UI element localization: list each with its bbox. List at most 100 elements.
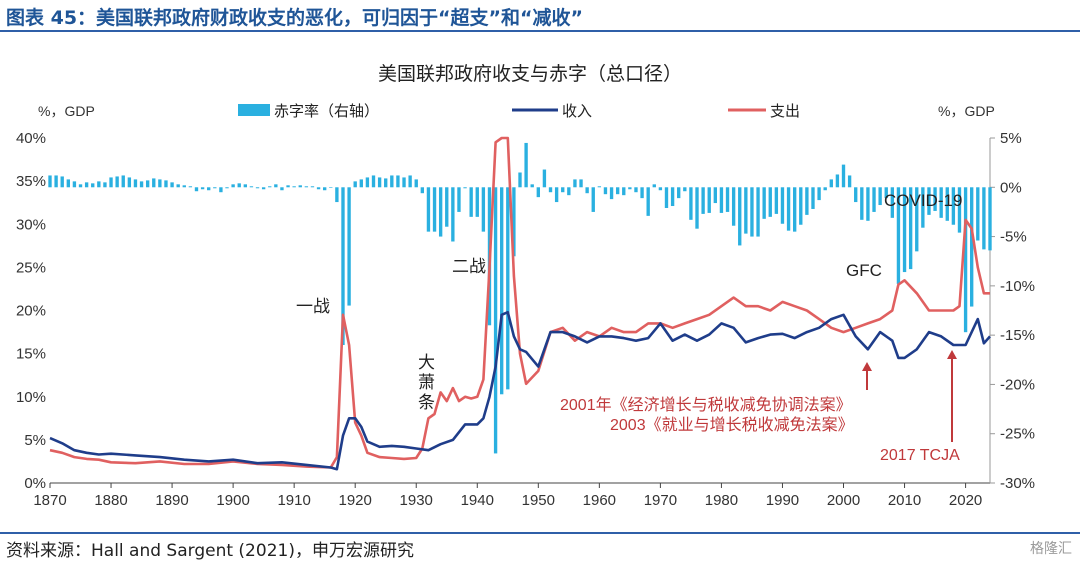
deficit-bar [274, 184, 278, 188]
deficit-bar [622, 187, 626, 196]
x-tick-label: 1970 [644, 492, 677, 509]
deficit-bar [677, 187, 681, 199]
annotation-egtrra: 2001年《经济增长与税收减免协调法案》 [560, 396, 852, 414]
deficit-bar [60, 176, 64, 188]
deficit-bar [933, 187, 937, 211]
deficit-bar [329, 187, 333, 188]
annotation-jgtrra: 2003《就业与增长税收减免法案》 [610, 416, 854, 434]
deficit-bar [786, 187, 791, 231]
right-tick-label: -5% [1000, 229, 1027, 246]
deficit-bar [799, 187, 803, 225]
left-tick-label: 40% [16, 130, 46, 147]
deficit-bar [573, 179, 577, 188]
legend-label-revenue: 收入 [562, 103, 592, 120]
legend-label-deficit: 赤字率（右轴） [274, 103, 379, 120]
deficit-bar [72, 181, 77, 188]
deficit-bar [536, 187, 540, 198]
title-rule [0, 30, 1080, 32]
deficit-bar [445, 187, 449, 227]
annotation-great-depression-char: 萧 [418, 373, 435, 392]
deficit-bar [878, 187, 882, 206]
x-tick-label: 1960 [583, 492, 616, 509]
deficit-bar [829, 179, 833, 188]
deficit-bar [567, 187, 571, 196]
left-tick-label: 20% [16, 303, 46, 320]
deficit-bar [640, 187, 644, 199]
right-tick-label: -30% [1000, 475, 1035, 492]
x-tick-label: 1990 [766, 492, 799, 509]
deficit-bar [115, 176, 119, 188]
legend-label-spending: 支出 [770, 103, 800, 120]
left-tick-label: 10% [16, 389, 46, 406]
deficit-bar [939, 187, 943, 218]
deficit-bar [970, 187, 974, 307]
deficit-bar [609, 187, 614, 200]
right-tick-label: 0% [1000, 179, 1022, 196]
left-tick-label: 15% [16, 346, 46, 363]
deficit-bar [646, 187, 650, 216]
deficit-bar [976, 187, 980, 241]
deficit-bar [854, 187, 858, 203]
deficit-bar [768, 187, 772, 217]
deficit-bar [896, 187, 901, 284]
deficit-bar [542, 169, 547, 188]
deficit-bar [652, 184, 656, 188]
deficit-bar [927, 187, 931, 215]
x-tick-label: 2010 [888, 492, 921, 509]
deficit-bar [731, 187, 736, 226]
deficit-bar [170, 182, 174, 188]
deficit-bar [268, 186, 272, 188]
watermark: 格隆汇 [1030, 541, 1072, 557]
deficit-bar [670, 187, 675, 207]
deficit-bar [469, 187, 473, 217]
x-tick-label: 1950 [522, 492, 555, 509]
deficit-bar [408, 175, 412, 188]
deficit-bar [219, 187, 223, 193]
x-tick-label: 2020 [949, 492, 982, 509]
x-tick-label: 1980 [705, 492, 738, 509]
deficit-bar [280, 187, 284, 191]
deficit-bar [414, 179, 418, 188]
deficit-bar [164, 180, 168, 188]
deficit-bar [658, 187, 663, 191]
deficit-bar [792, 187, 797, 232]
deficit-bar [237, 183, 241, 188]
x-tick-label: 1910 [277, 492, 310, 509]
deficit-bar [451, 187, 455, 242]
deficit-bar [512, 187, 516, 257]
deficit-bar [322, 187, 327, 191]
deficit-bar [884, 187, 888, 199]
deficit-bar [390, 175, 394, 188]
deficit-bar [310, 186, 315, 188]
annotation-covid: COVID-19 [884, 191, 962, 210]
revenue-line [49, 310, 991, 471]
left-tick-label: 5% [24, 432, 46, 449]
deficit-bar [713, 187, 718, 204]
deficit-bar [225, 187, 229, 189]
deficit-bar [841, 164, 846, 188]
deficit-bar [817, 187, 821, 201]
deficit-bar [127, 177, 132, 188]
deficit-bar [847, 175, 852, 188]
deficit-bar [597, 186, 602, 188]
deficit-bar [432, 187, 437, 232]
deficit-bar [689, 187, 693, 220]
deficit-bar [695, 187, 699, 229]
left-axis-label: %，GDP [38, 103, 95, 119]
deficit-bar [615, 187, 620, 195]
deficit-bar [750, 187, 754, 237]
deficit-bar [756, 187, 760, 237]
deficit-bar [811, 187, 815, 209]
deficit-bar [719, 187, 724, 213]
deficit-bar [524, 142, 528, 188]
x-tick-label: 1870 [33, 492, 66, 509]
deficit-bar [194, 187, 199, 192]
deficit-bar [872, 187, 876, 212]
deficit-bar [762, 187, 766, 219]
deficit-bar [377, 177, 382, 188]
annotation-great-depression-char: 条 [418, 393, 435, 412]
deficit-bar [109, 177, 113, 188]
deficit-bar [176, 184, 180, 188]
deficit-bar [359, 179, 363, 188]
deficit-bar [402, 177, 406, 188]
